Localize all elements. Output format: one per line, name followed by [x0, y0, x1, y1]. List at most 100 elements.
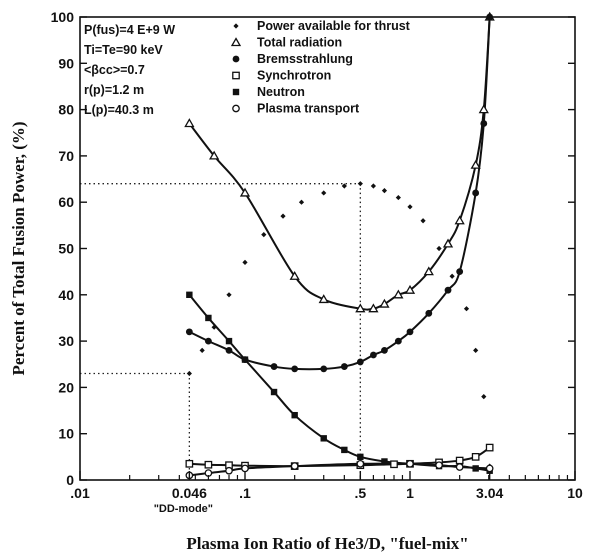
data-point-open-circle: [435, 461, 443, 470]
x-tick-label: 0.046: [172, 485, 207, 501]
series-curve-4: [188, 294, 490, 472]
data-point-filled-circle: [472, 189, 480, 197]
data-point-triangle: [184, 118, 195, 128]
legend-label: Synchrotron: [257, 69, 331, 83]
legend: Power available for thrust Total radiatio…: [230, 19, 411, 116]
data-point-triangle: [379, 298, 390, 308]
data-point-filled-square: [357, 453, 364, 461]
series-curve-2: [188, 16, 491, 371]
data-point-filled-circle: [320, 365, 328, 373]
data-point-filled-circle: [291, 365, 299, 373]
data-point-diamond: [199, 347, 205, 353]
data-point-triangle: [442, 238, 454, 248]
data-point-diamond: [242, 259, 248, 265]
data-point-filled-square: [241, 356, 249, 363]
data-point-diamond: [341, 183, 347, 189]
series-curve-5: [189, 462, 490, 477]
data-point-open-circle: [241, 464, 249, 473]
data-point-diamond: [357, 181, 363, 187]
data-point-triangle: [454, 215, 465, 225]
data-point-filled-square: [320, 435, 327, 442]
x-tick-label: 10: [567, 485, 583, 501]
data-point-diamond: [226, 292, 232, 298]
data-point-filled-circle: [444, 286, 452, 294]
parameter-line: P(fus)=4 E+9 W: [84, 23, 175, 37]
legend-label: Power available for thrust: [257, 19, 411, 33]
y-tick-label: 40: [58, 287, 74, 303]
x-tick-label: .01: [70, 485, 90, 501]
data-point-filled-square: [270, 388, 278, 396]
legend-marker-filled-circle: [232, 55, 240, 63]
legend-marker-diamond: [233, 23, 239, 29]
data-point-open-square: [485, 443, 494, 452]
data-point-open-circle: [485, 464, 494, 473]
data-point-filled-square: [225, 337, 233, 345]
data-point-open-square: [390, 460, 398, 469]
y-tick-label: 70: [58, 148, 74, 164]
parameter-line: r(p)=1.2 m: [84, 83, 144, 97]
data-point-open-square: [455, 456, 464, 465]
x-axis-title: Plasma Ion Ratio of He3/D, "fuel-mix": [186, 534, 468, 553]
x-tick-label: .5: [354, 485, 366, 501]
data-points: [184, 11, 495, 480]
legend-label: Bremsstrahlung: [257, 52, 353, 66]
legend-label: Plasma transport: [257, 102, 360, 116]
data-point-triangle: [404, 284, 416, 294]
data-point-triangle: [239, 187, 251, 197]
data-point-filled-square: [291, 411, 298, 419]
data-point-diamond: [481, 394, 487, 400]
legend-label: Neutron: [257, 85, 305, 99]
legend-marker-open-square: [232, 71, 240, 80]
data-point-filled-circle: [225, 346, 233, 354]
y-tick-label: 50: [58, 241, 74, 257]
y-tick-label: 100: [51, 9, 75, 25]
data-point-filled-square: [205, 314, 212, 322]
data-point-filled-circle: [480, 120, 488, 127]
data-point-diamond: [436, 245, 442, 252]
data-point-filled-circle: [204, 337, 212, 345]
data-point-open-circle: [455, 463, 464, 471]
data-point-filled-square: [186, 291, 193, 298]
data-point-triangle: [355, 303, 366, 313]
legend-marker-open-circle: [232, 104, 240, 113]
y-axis-title: Percent of Total Fusion Power, (%): [9, 121, 28, 375]
data-point-open-square: [471, 452, 480, 461]
y-tick-label: 60: [58, 194, 74, 210]
series-curve-1: [188, 16, 491, 311]
data-point-triangle: [368, 303, 379, 313]
data-point-triangle: [423, 266, 434, 276]
y-tick-label: 20: [58, 379, 74, 395]
x-tick-label: .1: [239, 485, 251, 501]
x-annotation-dd-mode: "DD-mode": [154, 503, 213, 515]
data-point-triangle: [209, 150, 220, 160]
data-point-diamond: [261, 232, 267, 238]
data-point-filled-circle: [369, 351, 377, 359]
data-point-diamond: [211, 324, 217, 330]
y-tick-label: 30: [58, 333, 74, 349]
legend-label: Total radiation: [257, 36, 342, 50]
parameter-line: Ti=Te=90 keV: [84, 43, 163, 57]
data-point-diamond: [420, 218, 426, 224]
data-point-triangle: [470, 159, 481, 169]
data-point-open-square: [185, 459, 194, 468]
data-point-diamond: [321, 190, 327, 196]
data-point-filled-circle: [340, 363, 348, 370]
data-point-filled-square: [472, 465, 479, 472]
y-tick-label: 0: [66, 472, 74, 488]
legend-marker-filled-square: [232, 88, 240, 96]
data-point-open-circle: [290, 462, 299, 470]
data-point-triangle: [289, 270, 300, 280]
data-point-diamond: [395, 194, 401, 201]
data-point-diamond: [298, 199, 305, 205]
data-point-triangle: [478, 104, 489, 114]
data-point-diamond: [449, 273, 455, 279]
y-tick-label: 10: [58, 426, 74, 442]
data-point-open-circle: [225, 466, 233, 475]
data-point-diamond: [473, 347, 479, 353]
data-point-filled-circle: [394, 337, 402, 345]
data-point-filled-circle: [270, 363, 278, 370]
data-point-open-circle: [356, 459, 365, 468]
reference-lines: [80, 183, 361, 480]
data-point-filled-circle: [456, 268, 464, 276]
